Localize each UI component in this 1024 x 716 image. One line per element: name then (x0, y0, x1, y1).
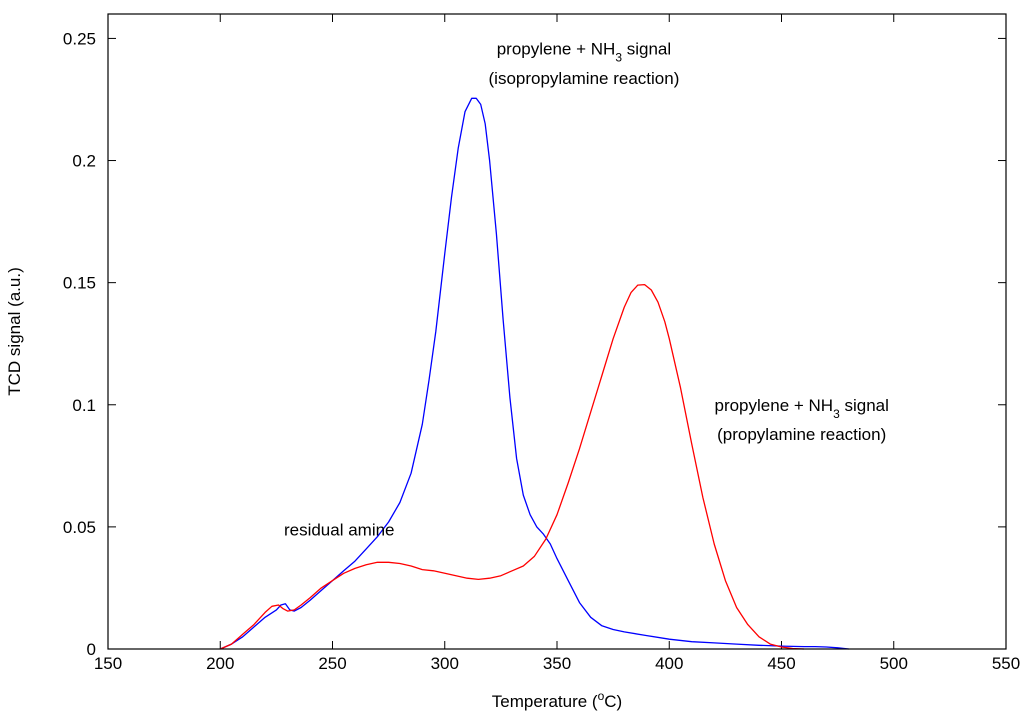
x-tick-label: 550 (992, 654, 1020, 673)
x-tick-label: 200 (206, 654, 234, 673)
y-axis-label: TCD signal (a.u.) (5, 267, 24, 395)
y-tick-label: 0.25 (63, 29, 96, 48)
x-axis-label: Temperature (oC) (492, 689, 622, 711)
x-tick-label: 150 (94, 654, 122, 673)
x-axis-label-unit: C) (604, 692, 622, 711)
y-tick-label: 0.2 (72, 152, 96, 171)
x-tick-label: 450 (767, 654, 795, 673)
annotation-subscript: 3 (615, 51, 622, 65)
annotations: propylene + NH3 signal(isopropylamine re… (284, 40, 889, 540)
annotation: residual amine (284, 521, 395, 540)
plot-frame (107, 13, 1007, 650)
annotation-text: (isopropylamine reaction) (489, 69, 680, 88)
annotation: propylene + NH3 signal (714, 396, 888, 421)
y-tick-label: 0.1 (72, 396, 96, 415)
annotation-text: propylene + NH (714, 396, 833, 415)
x-tick-label: 300 (431, 654, 459, 673)
annotation: (propylamine reaction) (717, 425, 886, 444)
x-tick-label: 400 (655, 654, 683, 673)
x-tick-label: 250 (318, 654, 346, 673)
annotation-subscript: 3 (833, 407, 840, 421)
x-tick-label: 350 (543, 654, 571, 673)
x-axis-label-degree: o (598, 689, 605, 703)
annotation-tail: signal (840, 396, 889, 415)
y-tick-label: 0.05 (63, 518, 96, 537)
series-layer (220, 97, 849, 650)
annotation-text: propylene + NH (497, 40, 616, 59)
x-axis-label-main: Temperature ( (492, 692, 598, 711)
annotation: (isopropylamine reaction) (489, 69, 680, 88)
annotation-text: residual amine (284, 521, 395, 540)
annotation-text: (propylamine reaction) (717, 425, 886, 444)
y-tick-label: 0.15 (63, 274, 96, 293)
annotation-tail: signal (622, 40, 671, 59)
y-tick-label: 0 (87, 640, 96, 659)
ticks: 150 200 250 300 350 400 450 500 550 0 0.05 0.1 0.15 0… (63, 14, 1020, 673)
series-line-propylamine (220, 283, 805, 650)
annotation: propylene + NH3 signal (497, 40, 671, 65)
series-line-isopropylamine (220, 97, 849, 650)
x-tick-label: 500 (880, 654, 908, 673)
